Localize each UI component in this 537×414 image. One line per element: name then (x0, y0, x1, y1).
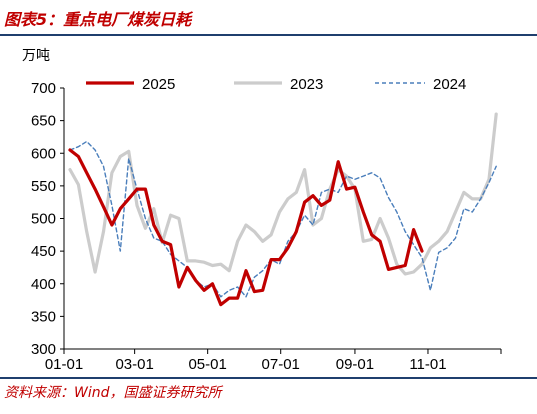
top-rule (0, 34, 537, 36)
x-tick-label: 01-01 (45, 356, 83, 373)
series-line-2024 (69, 140, 497, 298)
page-title: 图表5：重点电厂煤炭日耗 (4, 10, 192, 29)
y-tick-label: 550 (31, 178, 56, 195)
chart: 万吨 300 350 400 450 500 550 600 650 700 01-01 03-0… (22, 48, 502, 373)
x-tick-label: 11-01 (409, 356, 446, 373)
source-note: 资料来源：Wind，国盛证券研究所 (4, 385, 222, 401)
y-tick-label: 700 (31, 80, 56, 97)
series-line-2025 (68, 148, 424, 307)
y-tick-label: 650 (31, 113, 56, 130)
x-axis: 01-01 03-01 05-01 07-01 09-01 11-01 (45, 348, 502, 373)
series-line-2023 (68, 112, 498, 276)
y-unit-label: 万吨 (22, 48, 50, 64)
y-tick-label: 400 (31, 276, 56, 293)
x-tick-label: 05-01 (188, 356, 226, 373)
header: 图表5：重点电厂煤炭日耗 (0, 0, 537, 36)
y-tick-label: 600 (31, 145, 56, 162)
y-tick-label: 450 (31, 243, 56, 260)
y-tick-label: 500 (31, 211, 56, 228)
series-lines (68, 112, 498, 307)
bottom-rule (0, 377, 537, 379)
legend: 2025 2023 2024 (86, 76, 466, 93)
legend-label-2024: 2024 (433, 76, 466, 93)
y-tick-label: 300 (31, 341, 56, 358)
x-tick-label: 07-01 (262, 356, 300, 373)
x-tick-label: 03-01 (115, 356, 153, 373)
x-tick-label: 09-01 (336, 356, 374, 373)
y-tick-label: 350 (31, 308, 56, 325)
legend-label-2025: 2025 (142, 76, 175, 93)
legend-label-2023: 2023 (290, 76, 323, 93)
y-axis: 300 350 400 450 500 550 600 650 700 (31, 80, 65, 358)
